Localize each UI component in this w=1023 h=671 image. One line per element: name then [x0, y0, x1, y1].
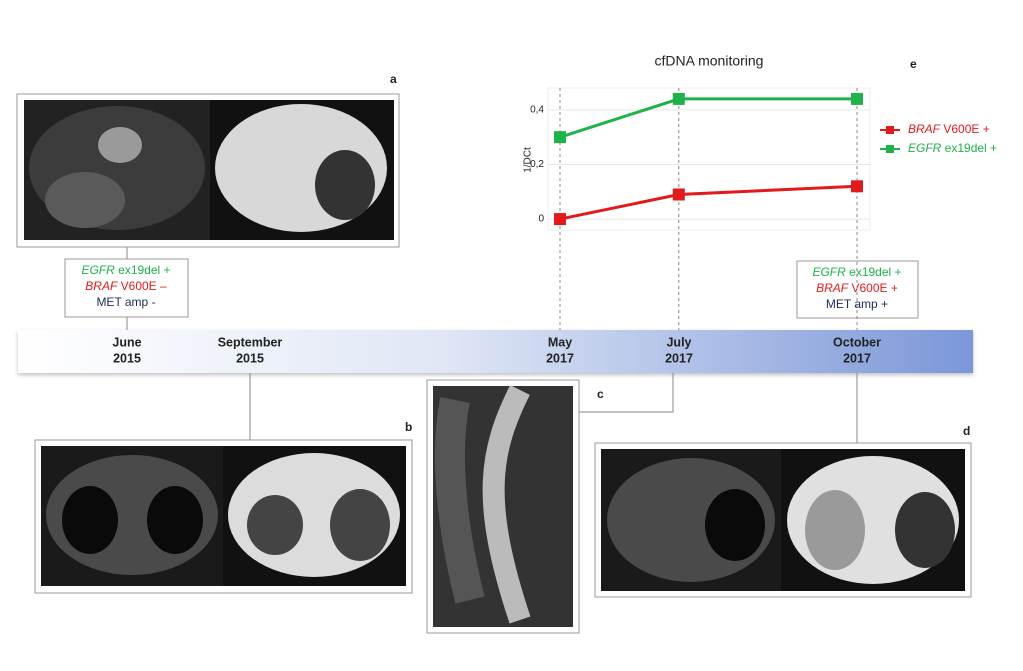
connector [578, 373, 674, 413]
y-tick-label: 0 [538, 214, 544, 225]
timeline-year: 2017 [546, 351, 574, 365]
timeline-bar [18, 330, 973, 373]
data-point [672, 188, 685, 201]
panel-letter: c [597, 387, 604, 401]
chart-title: cfDNA monitoring [655, 53, 764, 69]
ct-panel-d [594, 442, 972, 598]
panel-letter: b [405, 420, 412, 434]
y-tick-label: 0,4 [530, 104, 544, 115]
timeline-month: May [548, 335, 572, 349]
timeline-year: 2017 [665, 351, 693, 365]
timeline-month: October [833, 335, 881, 349]
data-point [672, 92, 685, 105]
data-point [851, 92, 863, 105]
plot-area [547, 87, 871, 231]
legend-label: BRAF V600E + [908, 122, 990, 136]
ct-panel-b [34, 439, 413, 594]
status-box [796, 260, 919, 319]
legend-label: EGFR ex19del + [908, 141, 997, 155]
y-axis-label: 1/DCt [523, 147, 534, 173]
panel-letter: a [390, 72, 397, 86]
timeline-month: July [666, 335, 691, 349]
legend-marker [886, 126, 894, 134]
timeline-month: June [112, 335, 141, 349]
timeline-month: September [218, 335, 283, 349]
y-tick-label: 0,2 [530, 159, 544, 170]
data-point [554, 213, 566, 226]
panel-letter: e [910, 57, 917, 71]
data-point [851, 180, 863, 193]
status-box [64, 258, 189, 318]
status-line: EGFR ex19del + [812, 265, 901, 279]
ct-panel-a [16, 93, 400, 248]
panel-letter: d [963, 424, 970, 438]
status-line: BRAF V600E + [816, 281, 898, 295]
status-line: MET amp - [96, 295, 155, 309]
data-point [554, 131, 566, 144]
legend-marker [886, 145, 894, 153]
ct-panel-c [426, 379, 580, 634]
timeline-year: 2017 [843, 351, 871, 365]
timeline-year: 2015 [236, 351, 264, 365]
status-line: EGFR ex19del + [81, 263, 170, 277]
status-line: BRAF V600E – [85, 279, 167, 293]
timeline-year: 2015 [113, 351, 141, 365]
